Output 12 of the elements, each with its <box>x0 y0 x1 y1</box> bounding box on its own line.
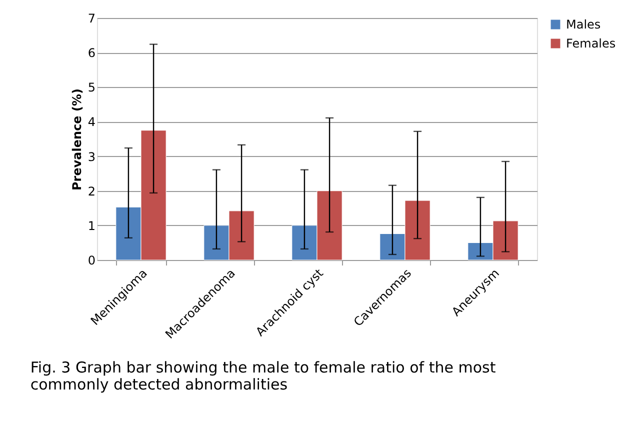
y-tick-label: 1 <box>88 218 96 233</box>
y-tick-label: 7 <box>88 12 96 26</box>
y-tick-label: 4 <box>88 115 96 130</box>
caption: Fig. 3 Graph bar showing the male to female ratio of the most commonly detected abnormalities <box>30 358 496 394</box>
y-tick-label: 5 <box>88 80 96 95</box>
legend-label: Males <box>566 18 601 32</box>
legend-label: Females <box>566 36 616 50</box>
y-tick-label: 3 <box>88 150 96 164</box>
y-axis-title: Prevalence (%) <box>70 88 84 190</box>
y-tick-label: 6 <box>88 46 96 60</box>
y-tick-label: 0 <box>88 254 96 268</box>
y-tick-label: 2 <box>88 184 96 198</box>
